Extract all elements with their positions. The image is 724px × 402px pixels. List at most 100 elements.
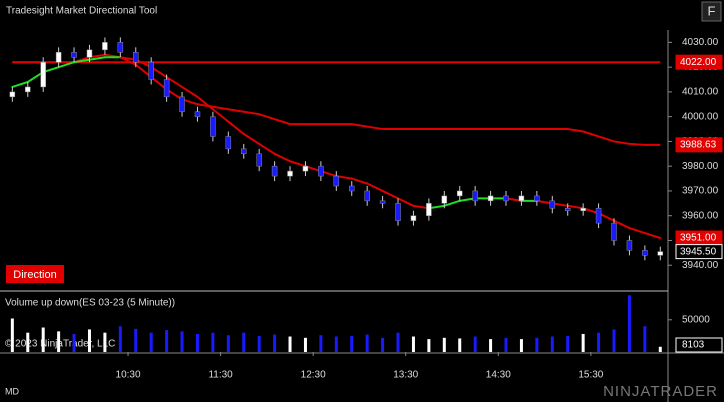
volume-bar [319,335,323,352]
volume-bar [350,335,354,352]
title: Tradesight Market Directional Tool [6,6,157,17]
candle-body [580,208,586,212]
logo: NINJATRADER [603,383,718,400]
candle-body [241,148,247,155]
candle-body [410,215,417,221]
volume-bar [627,295,631,352]
volume-bar [581,333,585,352]
average-segment [258,142,276,155]
average-segment [181,85,199,98]
volume-bar [41,327,45,352]
volume-bar [180,331,184,352]
volume-bar [26,332,30,352]
volume-bar [165,330,169,352]
button[interactable]: F [708,3,716,18]
average-segment [273,152,292,163]
volume-label-box [675,337,723,353]
candle-body [148,61,154,80]
volume-bar [226,335,230,352]
average-segment [73,58,91,64]
volume-bar [334,336,338,352]
volume-bar [288,336,292,352]
average-segment [211,108,230,123]
volume-bar [257,335,261,352]
volume-bar [550,336,554,352]
average-segment [350,177,369,185]
volume-bar [612,329,616,352]
candle-body [518,195,525,202]
price-label-box [675,137,723,153]
volume-bar [489,339,493,352]
x-tick-label: 11:30 [208,370,233,381]
average-segment [643,232,662,239]
candle-body [225,136,232,150]
candle-body [379,200,386,204]
candle-body [611,222,617,241]
average-segment [57,61,76,69]
candle-body [564,208,571,212]
copyright: © 2023 NinjaTrader, LLC [5,339,115,350]
candle-body [626,240,633,251]
candle-body [71,52,77,58]
price-label: 3945.50 [680,246,717,257]
volume-bar [303,337,307,352]
volume-bar [442,337,446,352]
candle-body [102,42,108,51]
candle-body [287,170,293,177]
volume-bar [566,335,570,352]
volume-bar [365,334,369,352]
candle-body [503,195,509,202]
candle-body [55,52,62,63]
candle-body [364,190,370,202]
y-tick-label: 3940.00 [682,260,719,271]
candle-body [194,111,201,117]
y-tick-label: 4000.00 [682,111,719,122]
candle-body [534,195,540,202]
y-tick-label: 3970.00 [682,186,719,197]
candle-body [163,79,170,98]
candle-body [395,203,401,221]
candle-body [642,250,648,256]
candle-body [456,190,463,197]
volume-bar [597,332,601,352]
candle-body [333,175,340,187]
candle-body [271,165,278,177]
volume-bar [134,328,138,352]
x-tick-label: 10:30 [116,370,141,381]
y-tick-label: 4010.00 [682,87,719,98]
volume-bar [473,336,477,352]
average-segment [88,56,106,61]
volume-bar [381,337,385,352]
x-tick-label: 14:30 [486,370,511,381]
x-tick-label: 12:30 [301,370,326,381]
volume-bar [427,339,431,352]
price-label: 4022.00 [680,57,717,68]
candle-body [210,116,216,137]
price-label: 3951.00 [680,233,717,244]
volume-bar [535,337,539,352]
average-segment [242,133,261,145]
candle-body [549,200,556,209]
average-segment [443,199,461,207]
volume-bar [195,333,199,352]
volume-bar [149,332,153,352]
candle-body [595,208,602,224]
candle-body [117,42,124,53]
volume-tick-label: 50000 [682,314,710,325]
volume-bar [242,332,246,352]
volume-bar [57,331,61,352]
candle-body [657,251,664,256]
price-label: 3988.63 [680,139,717,150]
volume-title: Volume up down(ES 03-23 (5 Minute)) [5,298,175,309]
candle-body [40,61,46,88]
candle-body [487,195,494,202]
button-frame[interactable] [701,1,722,22]
average-segment [397,197,415,207]
direction-label: Direction [13,269,56,281]
candle-body [302,165,309,172]
y-tick-label: 3960.00 [682,210,719,221]
volume-bar [72,333,76,352]
candle-body [256,153,262,167]
average-segment [196,95,214,111]
